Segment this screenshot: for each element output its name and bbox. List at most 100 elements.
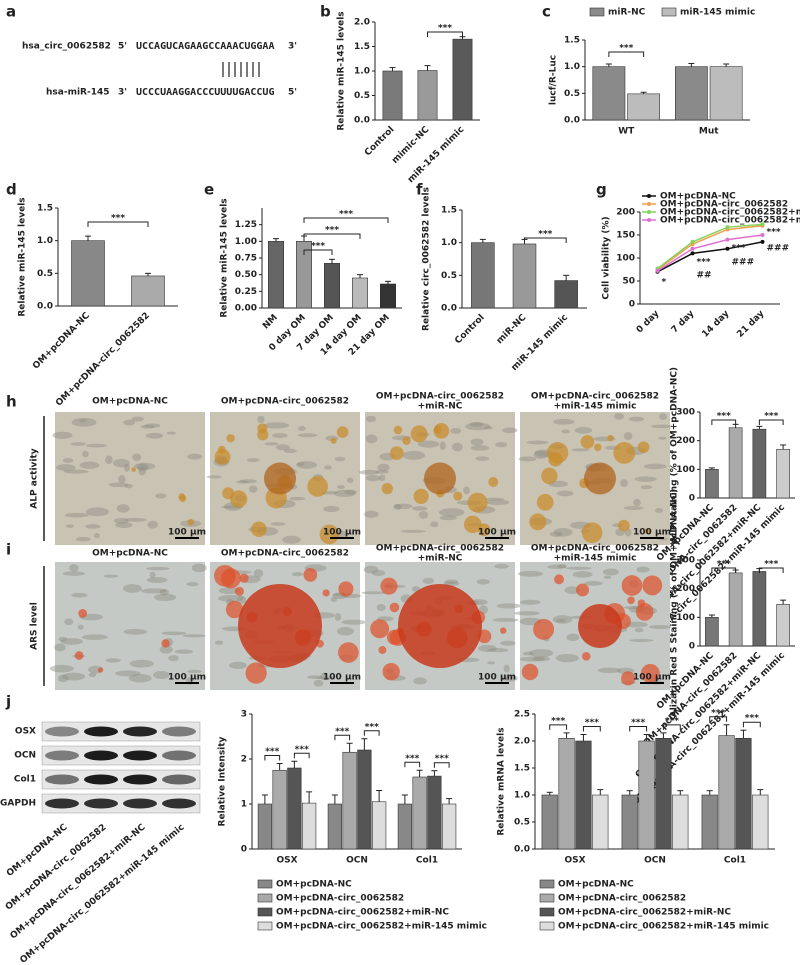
pairing-lines [222, 62, 260, 77]
stain [500, 627, 507, 634]
stain [214, 449, 231, 465]
cell [346, 477, 354, 483]
x-tick-label: miR-NC [495, 313, 529, 347]
bar [728, 572, 743, 647]
legend-swatch [257, 893, 273, 903]
cell [144, 423, 161, 428]
significance-bracket [363, 730, 380, 736]
stain [548, 452, 563, 467]
scale-label: 100 μm [168, 528, 206, 538]
stain [613, 442, 636, 464]
bar [575, 740, 592, 850]
cell [103, 574, 118, 578]
cell [566, 633, 580, 642]
annotation: *** [339, 210, 353, 220]
y-tick-label: 300 [676, 556, 695, 566]
cell [136, 463, 149, 472]
cell [298, 426, 306, 431]
cell [501, 675, 518, 682]
y-tick-label: 150 [616, 231, 635, 241]
significance-bracket [293, 752, 310, 759]
annotation: *** [265, 747, 279, 757]
significance-bracket [711, 567, 737, 573]
cell [63, 469, 89, 474]
cell [571, 448, 590, 452]
panel-label: h [6, 393, 17, 411]
cell [487, 661, 495, 665]
cell [123, 464, 130, 472]
cell [640, 485, 653, 490]
y-tick-label: 200 [676, 584, 695, 594]
legend-label: OM+pcDNA-circ_0062582+miR-NC [660, 208, 800, 218]
cell [113, 517, 129, 524]
blot-row-label: OCN [14, 751, 36, 761]
cell [500, 640, 516, 646]
x-tick-label: WT [618, 127, 635, 137]
significance-bracket [742, 721, 761, 728]
scale-bar [175, 682, 199, 684]
scale-label: 100 μm [633, 528, 671, 538]
stain [338, 581, 354, 597]
cell [344, 489, 357, 495]
cell [187, 453, 203, 460]
cell [413, 677, 427, 685]
annotation: *** [111, 214, 125, 224]
blot-strip [41, 745, 201, 766]
annotation: *** [764, 412, 778, 422]
panel-label: d [6, 181, 17, 199]
y-tick-label: 2.5 [514, 710, 530, 720]
bar [718, 735, 735, 850]
cell [518, 456, 537, 462]
blot-band [84, 750, 118, 761]
cell [324, 465, 332, 470]
point [690, 239, 695, 244]
legend-swatch [647, 194, 651, 198]
bar [397, 803, 413, 850]
y-tick-label: 0 [629, 300, 635, 310]
blot-band [162, 750, 196, 761]
bar [417, 70, 438, 121]
y-tick-label: 200 [676, 436, 695, 446]
x-tick-label: Mut [699, 127, 719, 137]
y-tick-label: 2.0 [514, 737, 530, 747]
cell [217, 594, 244, 602]
cell [377, 463, 390, 472]
x-tick-label: OCN [346, 856, 368, 866]
point [760, 233, 765, 237]
y-tick-label: 1.0 [564, 62, 580, 72]
panel-label: i [6, 541, 11, 559]
cell [529, 649, 554, 658]
stain [618, 519, 630, 532]
scale-label: 100 μm [323, 673, 361, 683]
significance-bracket [404, 761, 421, 768]
cell [214, 640, 224, 645]
stain [187, 518, 194, 526]
bar [267, 241, 284, 309]
cell [648, 624, 672, 629]
y-tick-label: 0.0 [514, 845, 530, 855]
cell [623, 506, 644, 510]
legend-swatch [589, 7, 605, 17]
cell [138, 466, 147, 476]
cell [602, 568, 619, 576]
cell [113, 458, 130, 468]
cell [153, 670, 170, 680]
legend-label: OM+pcDNA-circ_0062582 [660, 200, 788, 210]
cell [613, 413, 625, 420]
cell [49, 664, 74, 673]
y-tick-label: 1.5 [564, 36, 580, 46]
bar [71, 240, 105, 307]
point [690, 251, 695, 256]
annotation: *** [335, 727, 349, 737]
cell [533, 450, 549, 460]
sequence-end: 3' [118, 88, 127, 98]
cell [123, 517, 147, 522]
blot-band [123, 798, 157, 809]
stain [463, 515, 482, 534]
stain [338, 642, 359, 663]
cell [296, 462, 305, 466]
x-tick-label: 0 day [635, 309, 662, 336]
legend-label: OM+pcDNA-NC [558, 880, 634, 890]
bar [735, 737, 752, 850]
cell [393, 503, 413, 509]
